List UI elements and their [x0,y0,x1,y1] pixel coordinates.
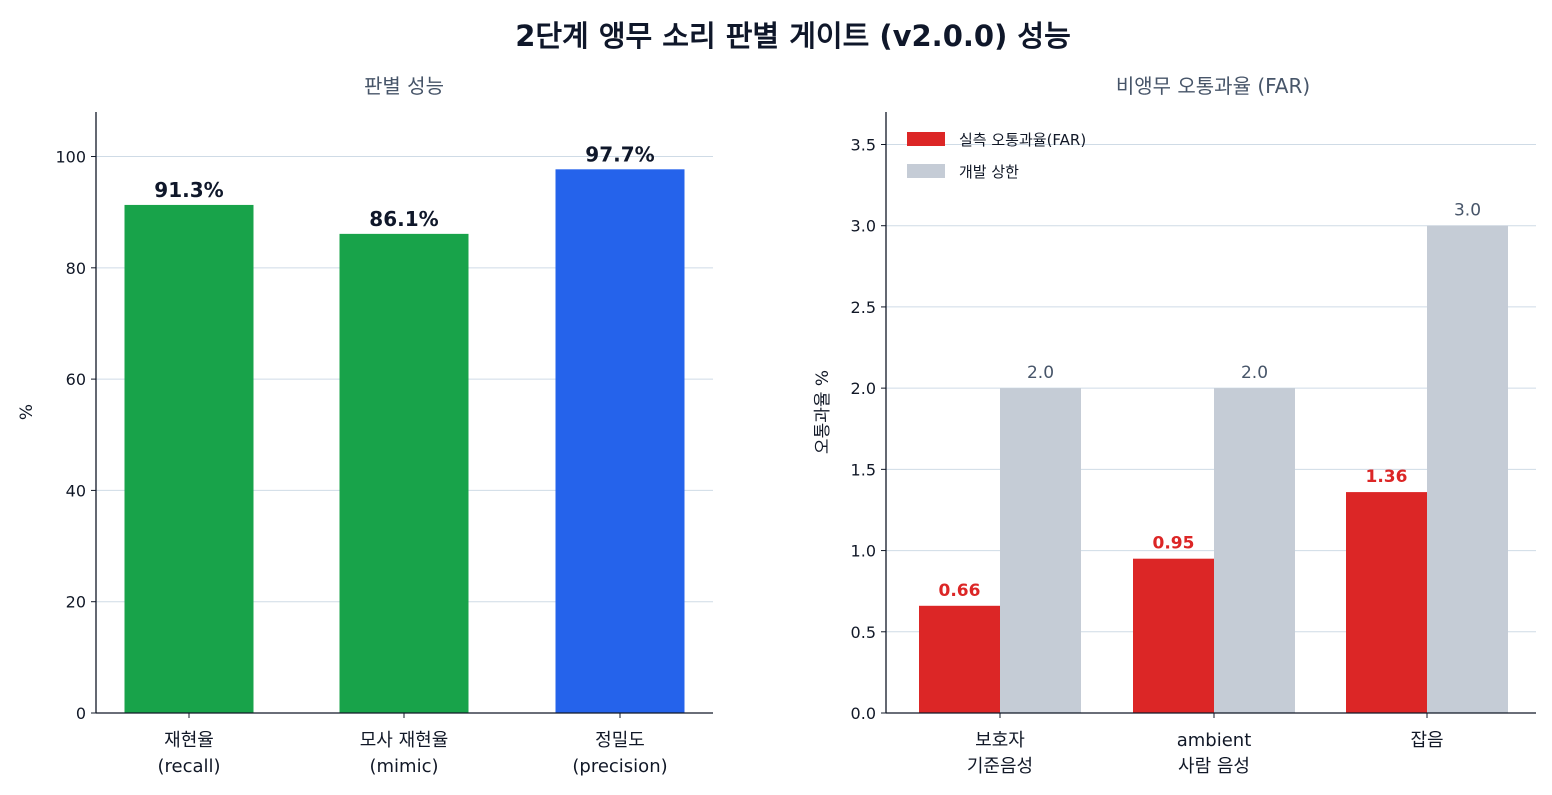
far-y-tick-label: 1.5 [851,460,876,479]
perf-x-tick-label: (mimic) [369,756,438,777]
far-y-tick-label: 3.0 [851,217,876,236]
far-x-tick-label: 사람 음성 [1178,756,1250,777]
far-limit-value-label: 2.0 [1027,363,1054,383]
far-x-tick-label: 기준음성 [967,756,1033,777]
far-y-tick-label: 2.5 [851,298,876,317]
far-limit-bar [1427,225,1508,713]
legend-swatch-limit [907,164,945,178]
chart-far: 비앵무 오통과율 (FAR) 0.66 0.95 1.36 2.0 2.0 3.0 0.0 0… [813,74,1536,777]
far-y-tick-label: 0.5 [851,623,876,642]
far-measured-value-label: 0.95 [1153,534,1195,554]
legend-swatch-measured [907,132,945,146]
far-y-tick-label: 2.0 [851,379,876,398]
perf-y-tick-label: 60 [66,370,86,389]
perf-x-tick-label: 정밀도 [595,730,645,751]
far-measured-bar [919,605,1000,713]
figure-title: 2단계 앵무 소리 판별 게이트 (v2.0.0) 성능 [515,19,1071,53]
far-y-tick-label: 1.0 [851,542,876,561]
far-y-axis-label: 오통과율 % [813,370,833,454]
far-x-tick-label: ambient [1177,730,1252,751]
far-limit-value-label: 3.0 [1454,201,1481,221]
far-legend: 실측 오통과율(FAR) 개발 상한 [907,131,1086,181]
perf-x-tick-label: 모사 재현율 [360,730,449,751]
legend-label-limit: 개발 상한 [959,163,1019,181]
perf-x-tick-label: (recall) [157,756,220,777]
perf-bar [124,204,254,713]
far-y-tick-label: 0.0 [851,704,876,723]
perf-y-tick-label: 80 [66,259,86,278]
legend-label-measured: 실측 오통과율(FAR) [959,131,1086,149]
far-measured-value-label: 1.36 [1366,467,1408,487]
perf-y-axis-label: % [17,404,37,420]
far-x-tick-label: 보호자 [975,730,1025,751]
chart-performance: 판별 성능 91.3% 86.1% 97.7% 0 20 40 60 80 100 재현율 (rec… [17,74,713,777]
perf-bar [555,169,685,713]
far-measured-value-label: 0.66 [939,581,981,601]
far-y-tick-label: 3.5 [851,135,876,154]
perf-y-tick-label: 100 [55,148,86,167]
far-x-tick-label: 잡음 [1410,730,1443,751]
chart-performance-title: 판별 성능 [364,74,444,98]
perf-y-tick-label: 20 [66,593,86,612]
perf-y-tick-label: 40 [66,481,86,500]
perf-bar-value-label: 97.7% [585,142,654,166]
far-limit-bar [1214,388,1295,713]
perf-bar-value-label: 91.3% [154,178,223,202]
perf-bar [339,233,469,713]
far-limit-value-label: 2.0 [1241,363,1268,383]
perf-y-tick-label: 0 [76,704,86,723]
perf-x-tick-label: 재현율 [164,730,214,751]
perf-bar-value-label: 86.1% [369,207,438,231]
chart-far-title: 비앵무 오통과율 (FAR) [1116,74,1310,98]
far-limit-bar [1000,388,1081,713]
perf-x-tick-label: (precision) [572,756,667,777]
far-measured-bar [1346,492,1427,713]
far-measured-bar [1133,558,1214,713]
